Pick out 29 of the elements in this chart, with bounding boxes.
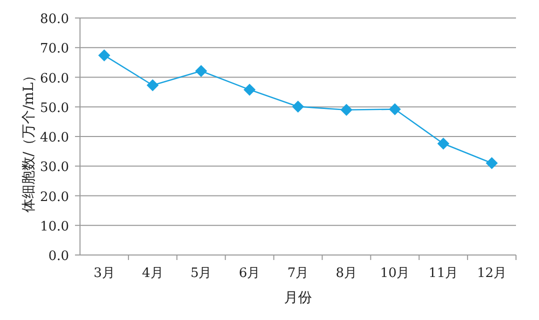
- y-axis-title: 体细胞数/（万个/mL）: [21, 68, 37, 213]
- x-tick-label: 8月: [336, 266, 358, 281]
- x-tick-label: 10月: [380, 266, 410, 281]
- x-tick-label: 4月: [142, 266, 164, 281]
- point: [437, 138, 450, 150]
- y-tick-label: 70.0: [40, 42, 69, 57]
- y-tick-label: 50.0: [40, 100, 69, 116]
- y-tick-label: 20.0: [40, 190, 69, 205]
- point: [98, 49, 110, 62]
- y-tick-label: 40.0: [40, 130, 69, 146]
- x-tick-label: 3月: [94, 266, 115, 281]
- point: [486, 157, 498, 170]
- y-tick-label: 10.0: [40, 219, 69, 234]
- point: [292, 100, 304, 113]
- x-tick-label: 11月: [428, 266, 458, 281]
- x-tick-label: 5月: [190, 266, 212, 281]
- point: [146, 79, 159, 92]
- x-tick-label: 12月: [477, 266, 507, 281]
- y-tick-label: 30.0: [40, 160, 69, 176]
- point: [244, 84, 256, 96]
- y-tick-label: 60.0: [40, 71, 69, 86]
- point: [195, 65, 208, 78]
- x-tick-label: 7月: [287, 266, 309, 281]
- x-axis-title: 月份: [284, 290, 312, 306]
- point: [388, 103, 401, 116]
- point: [340, 104, 352, 116]
- x-tick-label: 6月: [238, 266, 260, 281]
- y-tick-label: 80.0: [40, 12, 69, 27]
- y-tick-label: 0.0: [48, 249, 69, 264]
